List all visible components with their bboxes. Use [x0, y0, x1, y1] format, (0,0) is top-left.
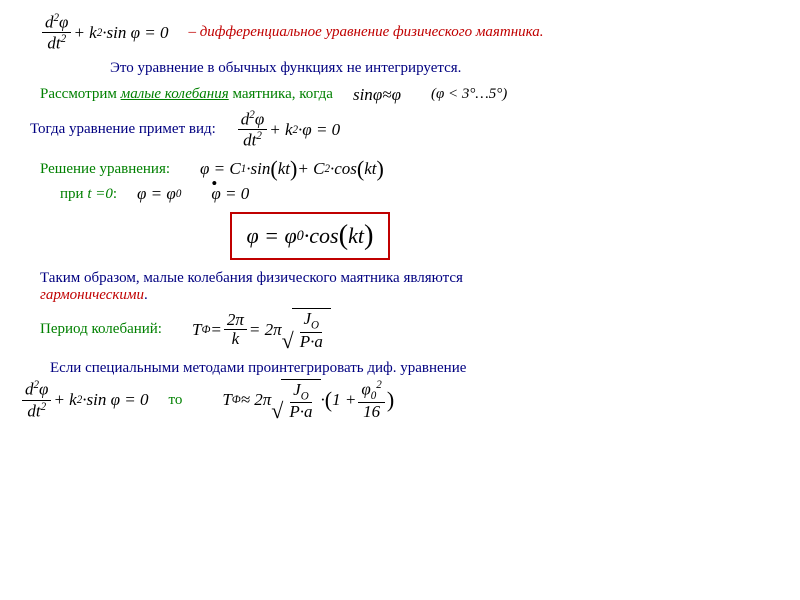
row-small-osc: Рассмотрим малые колебания маятника, ког…: [40, 85, 780, 105]
note-diff-eq: – дифференциальное уравнение физического…: [188, 24, 543, 41]
formula-phidot0: • φ = 0: [211, 184, 249, 204]
row-then-eq: Тогда уравнение примет вид: d2φ dt2 + k2…: [30, 109, 780, 151]
row-final: d2φ dt2 + k2·sin φ = 0 то TФ ≈ 2π √ JO P…: [20, 379, 780, 422]
t1: Рассмотрим: [40, 86, 121, 102]
formula-period: TФ = 2π k = 2π √ JO P·a: [192, 308, 331, 351]
formula-phi0: φ = φ0: [137, 184, 181, 204]
p3: :: [113, 186, 117, 202]
t-harm1: Таким образом, малые колебания физическо…: [40, 270, 463, 286]
formula-result: φ = φ0·cos(kt): [246, 220, 373, 252]
text-not-integrable: Это уравнение в обычных функциях не инте…: [110, 60, 461, 77]
row-diff-eq: d2φ dt2 + k2·sin φ = 0 – дифференциально…: [20, 12, 780, 54]
t-harm3: .: [144, 287, 148, 303]
boxed-result: φ = φ0·cos(kt): [230, 212, 389, 260]
text-at-t0: при t =0:: [60, 186, 117, 203]
formula-diff-eq: d2φ dt2 + k2·sin φ = 0: [40, 12, 168, 54]
text-special: Если специальными методами проинтегриров…: [50, 360, 466, 377]
text-solution: Решение уравнения:: [40, 161, 170, 178]
row-period: Период колебаний: TФ = 2π k = 2π √ JO P·…: [40, 308, 780, 351]
formula-period-corr: TФ ≈ 2π √ JO P·a ·(1 + φ02 16 ): [222, 379, 394, 422]
p1: при: [60, 186, 87, 202]
row-solution: Решение уравнения: φ = C1·sin(kt) + C2·c…: [40, 156, 780, 182]
cond-angle: (φ < 3°…5°): [431, 86, 507, 103]
text-to: то: [168, 392, 182, 409]
formula-sin-approx: sin φ ≈ φ: [353, 85, 401, 105]
formula-diff-eq2: d2φ dt2 + k2·sin φ = 0: [20, 379, 148, 421]
p2: t =0: [87, 186, 113, 202]
formula-linear: d2φ dt2 + k2·φ = 0: [236, 109, 340, 151]
t3: маятника, когда: [229, 86, 333, 102]
text-then: Тогда уравнение примет вид:: [30, 121, 216, 138]
row-initial: при t =0: φ = φ0 • φ = 0: [60, 184, 780, 204]
text-consider: Рассмотрим малые колебания маятника, ког…: [40, 86, 333, 103]
row-boxed: φ = φ0·cos(kt): [140, 212, 480, 260]
t2: малые колебания: [121, 86, 229, 102]
row-harmonic: Таким образом, малые колебания физическо…: [40, 270, 780, 304]
t-harm2: гармоническими: [40, 287, 144, 303]
row-special: Если специальными методами проинтегриров…: [50, 360, 780, 377]
text-period: Период колебаний:: [40, 321, 162, 338]
row-not-integrable: Это уравнение в обычных функциях не инте…: [110, 60, 780, 77]
formula-general: φ = C1·sin(kt) + C2·cos(kt): [200, 156, 384, 182]
